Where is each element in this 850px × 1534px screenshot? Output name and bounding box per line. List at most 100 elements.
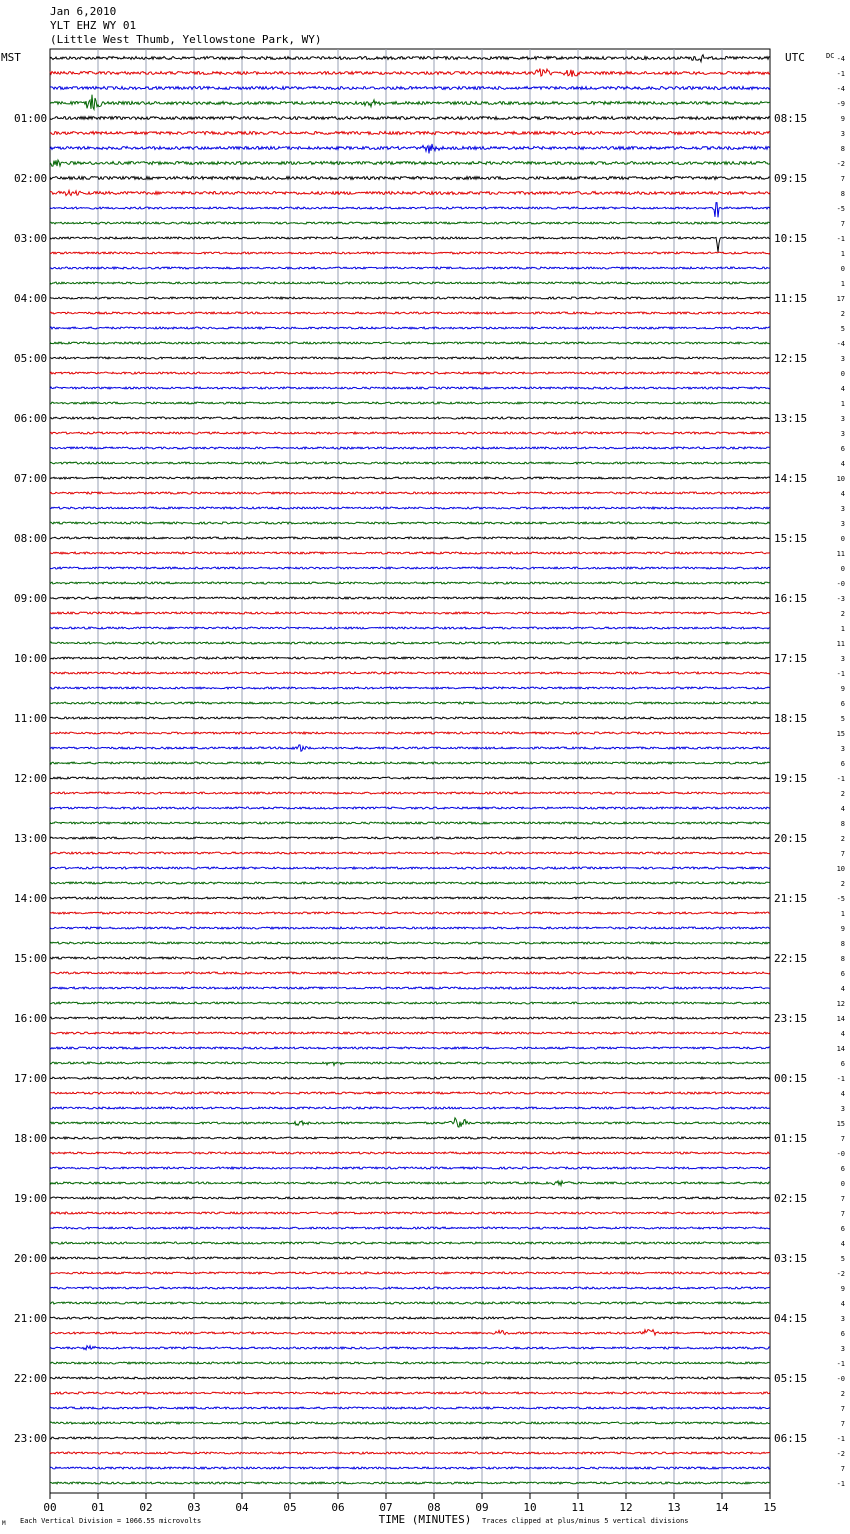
seismic-trace bbox=[50, 596, 771, 601]
seismic-trace bbox=[49, 235, 771, 252]
mst-hour-label: 03:00 bbox=[14, 232, 47, 245]
dc-offset-value: -1 bbox=[837, 670, 845, 678]
dc-offset-value: 3 bbox=[841, 745, 845, 753]
dc-offset-value: 4 bbox=[841, 805, 845, 813]
x-tick-label: 07 bbox=[379, 1501, 392, 1514]
dc-offset-value: -1 bbox=[837, 1435, 845, 1443]
dc-offset-value: 4 bbox=[841, 1090, 845, 1098]
dc-offset-value: 6 bbox=[841, 1330, 845, 1338]
seismic-trace bbox=[49, 850, 771, 855]
dc-offset-value: 4 bbox=[841, 1240, 845, 1248]
dc-offset-value: 5 bbox=[841, 1255, 845, 1263]
seismic-trace bbox=[49, 1451, 771, 1455]
seismic-trace bbox=[49, 716, 771, 720]
dc-offset-value: 7 bbox=[841, 1135, 845, 1143]
seismic-trace bbox=[49, 836, 771, 840]
dc-offset-value: 15 bbox=[837, 1120, 845, 1128]
dc-offset-value: 2 bbox=[841, 310, 845, 318]
seismic-trace bbox=[49, 881, 771, 885]
dc-offset-value: -5 bbox=[837, 895, 845, 903]
dc-offset-value: 7 bbox=[841, 1210, 845, 1218]
dc-offset-value: 6 bbox=[841, 445, 845, 453]
mst-hour-label: 12:00 bbox=[14, 772, 47, 785]
seismic-trace bbox=[49, 821, 771, 826]
dc-offset-value: 7 bbox=[841, 175, 845, 183]
seismic-trace bbox=[49, 521, 771, 526]
mst-hour-label: 13:00 bbox=[14, 832, 47, 845]
seismic-trace bbox=[49, 1135, 771, 1141]
utc-hour-label: 20:15 bbox=[774, 832, 807, 845]
dc-offset-value: 3 bbox=[841, 520, 845, 528]
mst-hour-label: 17:00 bbox=[14, 1072, 47, 1085]
dc-offset-value: 14 bbox=[837, 1045, 845, 1053]
utc-hour-label: 10:15 bbox=[774, 232, 807, 245]
dc-offset-value: -0 bbox=[837, 1375, 845, 1383]
dc-offset-value: -3 bbox=[837, 595, 845, 603]
dc-offset-value: 6 bbox=[841, 1165, 845, 1173]
dc-offset-value: 2 bbox=[841, 610, 845, 618]
x-tick-label: 05 bbox=[283, 1501, 296, 1514]
dc-offset-value: -4 bbox=[837, 85, 845, 93]
dc-offset-value: 2 bbox=[841, 880, 845, 888]
seismic-trace bbox=[49, 115, 771, 121]
seismic-trace bbox=[49, 1328, 771, 1337]
dc-offset-value: 8 bbox=[841, 955, 845, 963]
x-tick-label: 00 bbox=[43, 1501, 56, 1514]
seismic-trace bbox=[50, 221, 771, 226]
seismic-trace bbox=[49, 760, 771, 766]
seismic-trace bbox=[49, 1179, 771, 1188]
x-tick-label: 06 bbox=[331, 1501, 344, 1514]
x-tick-label: 08 bbox=[427, 1501, 440, 1514]
dc-offset-value: 9 bbox=[841, 685, 845, 693]
mst-hour-label: 06:00 bbox=[14, 412, 47, 425]
utc-hour-label: 01:15 bbox=[774, 1132, 807, 1145]
seismic-trace bbox=[49, 640, 771, 646]
dc-offset-value: 0 bbox=[841, 370, 845, 378]
dc-offset-value: -1 bbox=[837, 235, 845, 243]
dc-offset-value: -2 bbox=[837, 160, 845, 168]
plot-frame bbox=[49, 48, 771, 1494]
dc-offset-value: 2 bbox=[841, 790, 845, 798]
dc-offset-value: 3 bbox=[841, 415, 845, 423]
dc-offset-value: 3 bbox=[841, 1315, 845, 1323]
x-tick-label: 13 bbox=[667, 1501, 680, 1514]
scale-note: Each Vertical Division = 1066.55 microvo… bbox=[20, 1517, 201, 1525]
utc-hour-label: 13:15 bbox=[774, 412, 807, 425]
x-tick-label: 15 bbox=[763, 1501, 776, 1514]
mst-hour-label: 23:00 bbox=[14, 1432, 47, 1445]
dc-offset-value: 0 bbox=[841, 565, 845, 573]
seismic-trace bbox=[49, 1031, 771, 1036]
dc-offset-value: -2 bbox=[837, 1450, 845, 1458]
seismic-trace bbox=[49, 1116, 771, 1128]
dc-offset-value: 9 bbox=[841, 1285, 845, 1293]
dc-offset-value: -1 bbox=[837, 1480, 845, 1488]
seismic-trace bbox=[49, 430, 771, 436]
seismic-trace bbox=[49, 175, 771, 181]
seismic-trace bbox=[49, 85, 771, 91]
mst-hour-label: 05:00 bbox=[14, 352, 47, 365]
utc-hour-label: 22:15 bbox=[774, 952, 807, 965]
seismic-trace bbox=[49, 806, 771, 810]
seismic-trace bbox=[49, 865, 771, 871]
dc-offset-value: 0 bbox=[841, 535, 845, 543]
seismic-trace bbox=[49, 581, 771, 585]
dc-offset-value: 4 bbox=[841, 985, 845, 993]
mst-hour-label: 08:00 bbox=[14, 532, 47, 545]
mst-hour-label: 10:00 bbox=[14, 652, 47, 665]
seismic-trace bbox=[49, 1405, 771, 1411]
dc-offset-value: 10 bbox=[837, 865, 845, 873]
dc-offset-value: -2 bbox=[837, 1270, 845, 1278]
dc-offset-value: 3 bbox=[841, 355, 845, 363]
seismic-trace bbox=[50, 1001, 771, 1005]
dc-offset-value: 4 bbox=[841, 1300, 845, 1308]
seismic-trace bbox=[49, 910, 771, 916]
seismic-trace bbox=[49, 791, 771, 795]
dc-offset-value: 10 bbox=[837, 475, 845, 483]
dc-offset-value: 7 bbox=[841, 1405, 845, 1413]
seismic-trace bbox=[49, 1344, 771, 1352]
dc-offset-value: -1 bbox=[837, 1075, 845, 1083]
dc-offset-value: 4 bbox=[841, 1030, 845, 1038]
seismic-trace bbox=[49, 1256, 771, 1260]
mst-hour-label: 07:00 bbox=[14, 472, 47, 485]
seismic-trace bbox=[49, 1075, 771, 1081]
